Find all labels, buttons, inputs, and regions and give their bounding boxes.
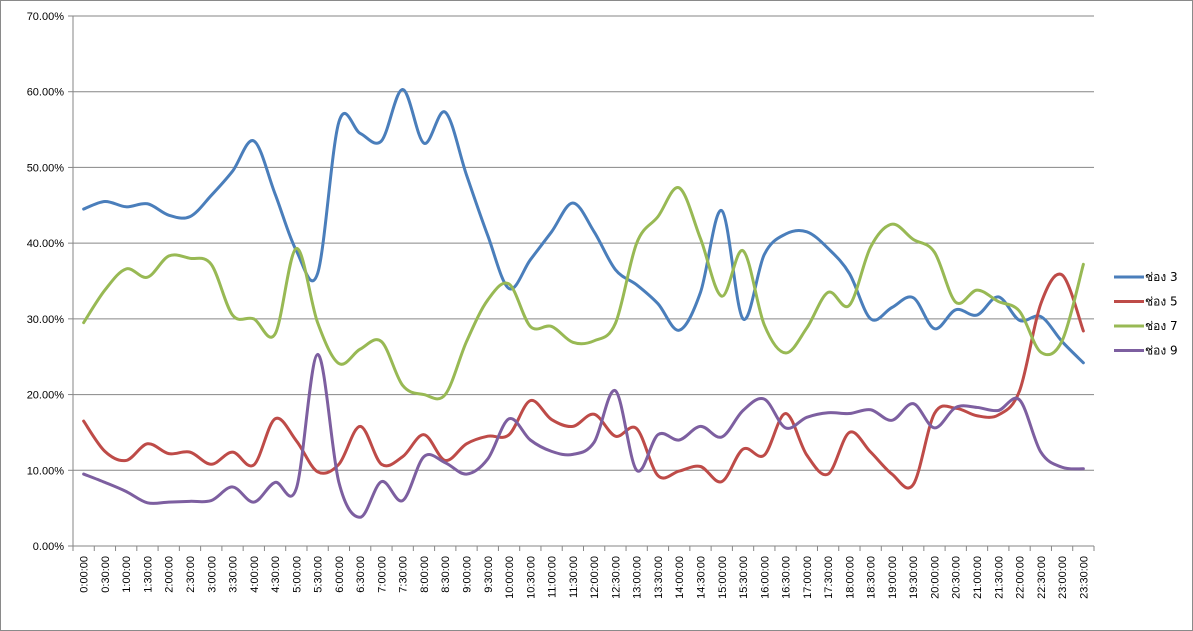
y-tick-label: 20.00% <box>27 390 65 402</box>
x-tick-label: 8:30:00 <box>440 556 452 593</box>
x-tick-label: 21:00:00 <box>972 556 984 599</box>
x-tick-label: 19:30:00 <box>908 556 920 599</box>
x-tick-label: 1:00:00 <box>121 556 133 593</box>
x-tick-label: 18:00:00 <box>844 556 856 599</box>
x-tick-label: 17:00:00 <box>802 556 814 599</box>
x-tick-label: 2:30:00 <box>185 556 197 593</box>
x-tick-label: 3:00:00 <box>206 556 218 593</box>
x-tick-label: 13:30:00 <box>653 556 665 599</box>
x-tick-label: 22:00:00 <box>1015 556 1027 599</box>
x-tick-label: 16:30:00 <box>781 556 793 599</box>
x-tick-label: 10:30:00 <box>525 556 537 599</box>
x-tick-label: 3:30:00 <box>228 556 240 593</box>
x-tick-label: 12:30:00 <box>610 556 622 599</box>
legend-label: ช่อง 5 <box>1145 295 1178 309</box>
legend-label: ช่อง 3 <box>1145 270 1178 284</box>
x-tick-label: 9:00:00 <box>462 556 474 593</box>
x-tick-label: 0:30:00 <box>100 556 112 593</box>
x-tick-label: 15:30:00 <box>738 556 750 599</box>
x-tick-label: 4:30:00 <box>270 556 282 593</box>
x-tick-label: 11:00:00 <box>547 556 559 598</box>
series-line-2 <box>82 272 1085 490</box>
x-tick-label: 7:30:00 <box>398 556 410 593</box>
x-tick-label: 11:30:00 <box>568 556 580 598</box>
legend-label: ช่อง 7 <box>1145 319 1178 333</box>
legend-label: ช่อง 9 <box>1145 344 1178 358</box>
x-tick-label: 4:00:00 <box>249 556 261 593</box>
x-tick-label: 5:00:00 <box>291 556 303 593</box>
x-tick-label: 9:30:00 <box>483 556 495 593</box>
gridlines <box>73 15 1094 471</box>
y-tick-label: 60.00% <box>27 87 65 99</box>
x-tick-label: 0:00:00 <box>79 556 91 593</box>
y-tick-label: 50.00% <box>27 162 65 174</box>
series-lines <box>82 87 1085 519</box>
axes <box>68 15 1095 551</box>
series-line-3 <box>82 186 1085 401</box>
x-tick-label: 20:00:00 <box>929 556 941 599</box>
x-tick-label: 17:30:00 <box>823 556 835 599</box>
x-tick-label: 12:00:00 <box>589 556 601 599</box>
series-line-4 <box>82 352 1085 519</box>
x-tick-label: 8:00:00 <box>419 556 431 593</box>
x-tick-label: 21:30:00 <box>993 556 1005 599</box>
x-tick-label: 23:00:00 <box>1057 556 1069 599</box>
x-tick-label: 19:00:00 <box>887 556 899 599</box>
x-tick-label: 15:00:00 <box>717 556 729 599</box>
x-tick-label: 23:30:00 <box>1078 556 1090 599</box>
x-tick-label: 7:00:00 <box>376 556 388 593</box>
y-tick-labels: 0.00% 10.00% 20.00% 30.00% 40.00% 50.00% 60.00… <box>27 11 65 553</box>
x-tick-label: 10:00:00 <box>504 556 516 599</box>
x-tick-label: 14:00:00 <box>674 556 686 599</box>
x-tick-label: 6:30:00 <box>355 556 367 593</box>
x-tick-label: 1:30:00 <box>142 556 154 593</box>
y-tick-label: 0.00% <box>33 541 64 553</box>
x-tick-label: 16:00:00 <box>759 556 771 599</box>
x-tick-labels: 0:00:00 0:30:00 1:00:00 1:30:00 2:00:00 2:30:… <box>79 556 1091 599</box>
x-tick-label: 6:00:00 <box>334 556 346 593</box>
x-tick-label: 5:30:00 <box>313 556 325 593</box>
y-tick-label: 30.00% <box>27 314 65 326</box>
series-line-1 <box>82 87 1085 365</box>
y-tick-label: 10.00% <box>27 465 65 477</box>
x-tick-label: 14:30:00 <box>695 556 707 599</box>
x-tick-label: 18:30:00 <box>866 556 878 599</box>
x-tick-label: 22:30:00 <box>1036 556 1048 599</box>
y-tick-label: 70.00% <box>27 11 65 23</box>
x-tick-label: 13:00:00 <box>632 556 644 599</box>
legend: ช่อง 3 ช่อง 5 ช่อง 7 ช่อง 9 <box>1114 270 1178 358</box>
x-tick-label: 2:00:00 <box>164 556 176 593</box>
y-tick-label: 40.00% <box>27 238 65 250</box>
x-tick-label: 20:30:00 <box>951 556 963 599</box>
